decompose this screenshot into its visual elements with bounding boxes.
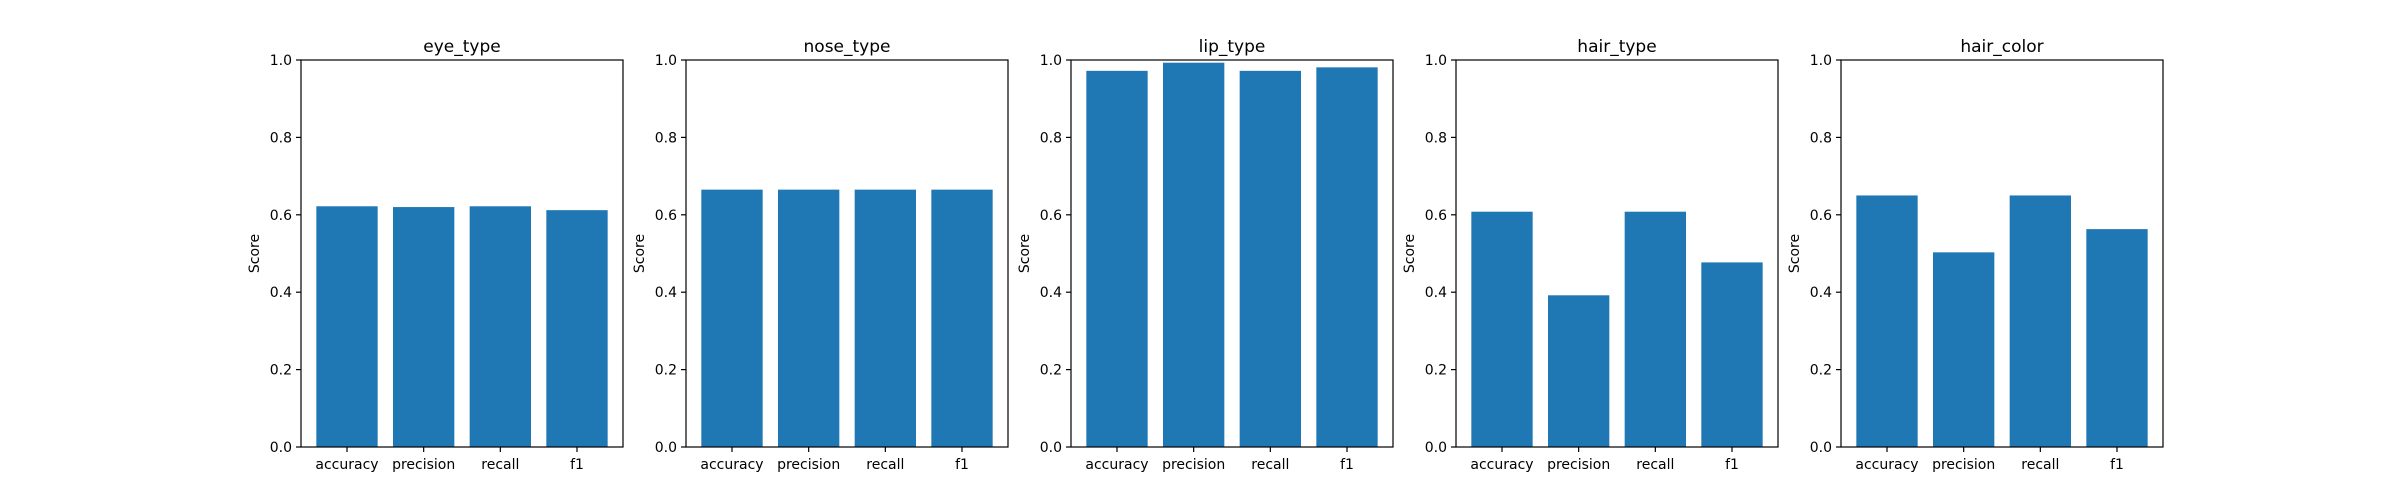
x-tick-label-recall: recall xyxy=(1636,457,1674,473)
chart-panel-eye-type: 0.0 0.2 0.4 0.6 0.8 1.0 accuracy precision recal… xyxy=(247,37,624,473)
bar-f1 xyxy=(1701,262,1763,447)
y-axis-label: Score xyxy=(1017,234,1033,273)
y-tick-label: 0.0 xyxy=(655,440,677,456)
axes-frame xyxy=(1455,59,1779,448)
chart-panel-hair-color: 0.0 0.2 0.4 0.6 0.8 1.0 accuracy precision recal… xyxy=(1787,37,2164,473)
y-tick-label: 0.2 xyxy=(655,363,677,379)
y-tick-label: 0.6 xyxy=(1040,208,1062,224)
x-tick-label-accuracy: accuracy xyxy=(1855,457,1918,473)
y-tick-label: 0.4 xyxy=(1425,285,1447,301)
y-tick-label: 0.6 xyxy=(1425,208,1447,224)
bar-recall xyxy=(2009,195,2071,447)
x-tick-label-f1: f1 xyxy=(2110,457,2124,473)
bar-precision xyxy=(1163,62,1225,448)
x-tick-label-recall: recall xyxy=(481,457,519,473)
bar-recall xyxy=(469,206,531,447)
bar-precision xyxy=(1548,295,1610,447)
y-tick-label: 0.0 xyxy=(1810,440,1832,456)
y-tick-label: 0.4 xyxy=(270,285,292,301)
x-tick-label-precision: precision xyxy=(777,457,840,473)
y-tick-label: 1.0 xyxy=(1810,53,1832,69)
x-tick-label-precision: precision xyxy=(392,457,455,473)
x-tick-label-f1: f1 xyxy=(955,457,969,473)
y-tick-label: 0.0 xyxy=(270,440,292,456)
y-axis-label: Score xyxy=(632,234,648,273)
axes-frame xyxy=(1840,59,2164,448)
bar-f1 xyxy=(546,210,608,447)
x-tick-label-accuracy: accuracy xyxy=(1470,457,1533,473)
bar-recall xyxy=(1239,70,1301,447)
chart-title: hair_type xyxy=(1577,37,1656,57)
chart-title: hair_color xyxy=(1960,37,2043,57)
chart-panel-hair-type: 0.0 0.2 0.4 0.6 0.8 1.0 accuracy precision recal… xyxy=(1402,37,1779,473)
x-tick-label-precision: precision xyxy=(1162,457,1225,473)
y-tick-label: 1.0 xyxy=(1040,53,1062,69)
bar-accuracy xyxy=(1856,195,1918,447)
y-tick-label: 1.0 xyxy=(270,53,292,69)
bar-f1 xyxy=(931,189,993,447)
axes-frame xyxy=(685,59,1009,448)
bar-accuracy xyxy=(1471,211,1533,447)
y-tick-label: 0.4 xyxy=(1810,285,1832,301)
y-tick-label: 0.8 xyxy=(1425,130,1447,146)
axes-frame xyxy=(1070,59,1394,448)
bar-recall xyxy=(1624,211,1686,447)
x-tick-label-accuracy: accuracy xyxy=(1085,457,1148,473)
y-axis-label: Score xyxy=(1787,234,1803,273)
y-tick-label: 0.0 xyxy=(1425,440,1447,456)
chart-title: lip_type xyxy=(1199,37,1266,57)
bar-accuracy xyxy=(316,206,378,447)
x-tick-label-accuracy: accuracy xyxy=(315,457,378,473)
bar-precision xyxy=(778,189,840,447)
bar-f1 xyxy=(2086,229,2148,447)
x-tick-label-recall: recall xyxy=(2021,457,2059,473)
x-tick-label-f1: f1 xyxy=(570,457,584,473)
y-tick-label: 0.6 xyxy=(655,208,677,224)
y-tick-label: 0.8 xyxy=(270,130,292,146)
x-tick-label-accuracy: accuracy xyxy=(700,457,763,473)
y-axis-label: Score xyxy=(1402,234,1418,273)
y-axis-label: Score xyxy=(247,234,263,273)
y-tick-label: 0.4 xyxy=(655,285,677,301)
y-tick-label: 0.6 xyxy=(1810,208,1832,224)
y-tick-label: 0.2 xyxy=(1040,363,1062,379)
bar-precision xyxy=(1933,252,1995,447)
x-tick-label-recall: recall xyxy=(1251,457,1289,473)
x-tick-label-f1: f1 xyxy=(1340,457,1354,473)
y-tick-label: 0.6 xyxy=(270,208,292,224)
bar-accuracy xyxy=(701,189,763,447)
y-tick-label: 0.2 xyxy=(1810,363,1832,379)
y-tick-label: 0.0 xyxy=(1040,440,1062,456)
x-tick-label-precision: precision xyxy=(1932,457,1995,473)
y-tick-label: 1.0 xyxy=(1425,53,1447,69)
bar-recall xyxy=(854,189,916,447)
y-tick-label: 0.8 xyxy=(655,130,677,146)
y-tick-label: 0.4 xyxy=(1040,285,1062,301)
chart-panel-lip-type: 0.0 0.2 0.4 0.6 0.8 1.0 accuracy precision recal… xyxy=(1017,37,1394,473)
bar-precision xyxy=(393,207,455,447)
x-tick-label-recall: recall xyxy=(866,457,904,473)
bar-accuracy xyxy=(1086,70,1148,447)
y-tick-label: 0.2 xyxy=(1425,363,1447,379)
y-tick-label: 0.2 xyxy=(270,363,292,379)
chart-panel-nose-type: 0.0 0.2 0.4 0.6 0.8 1.0 accuracy precision recal… xyxy=(632,37,1009,473)
y-tick-label: 0.8 xyxy=(1810,130,1832,146)
x-tick-label-precision: precision xyxy=(1547,457,1610,473)
y-tick-label: 1.0 xyxy=(655,53,677,69)
bar-f1 xyxy=(1316,67,1378,447)
chart-title: eye_type xyxy=(423,37,500,57)
axes-frame xyxy=(300,59,624,448)
y-tick-label: 0.8 xyxy=(1040,130,1062,146)
chart-title: nose_type xyxy=(804,37,891,57)
x-tick-label-f1: f1 xyxy=(1725,457,1739,473)
